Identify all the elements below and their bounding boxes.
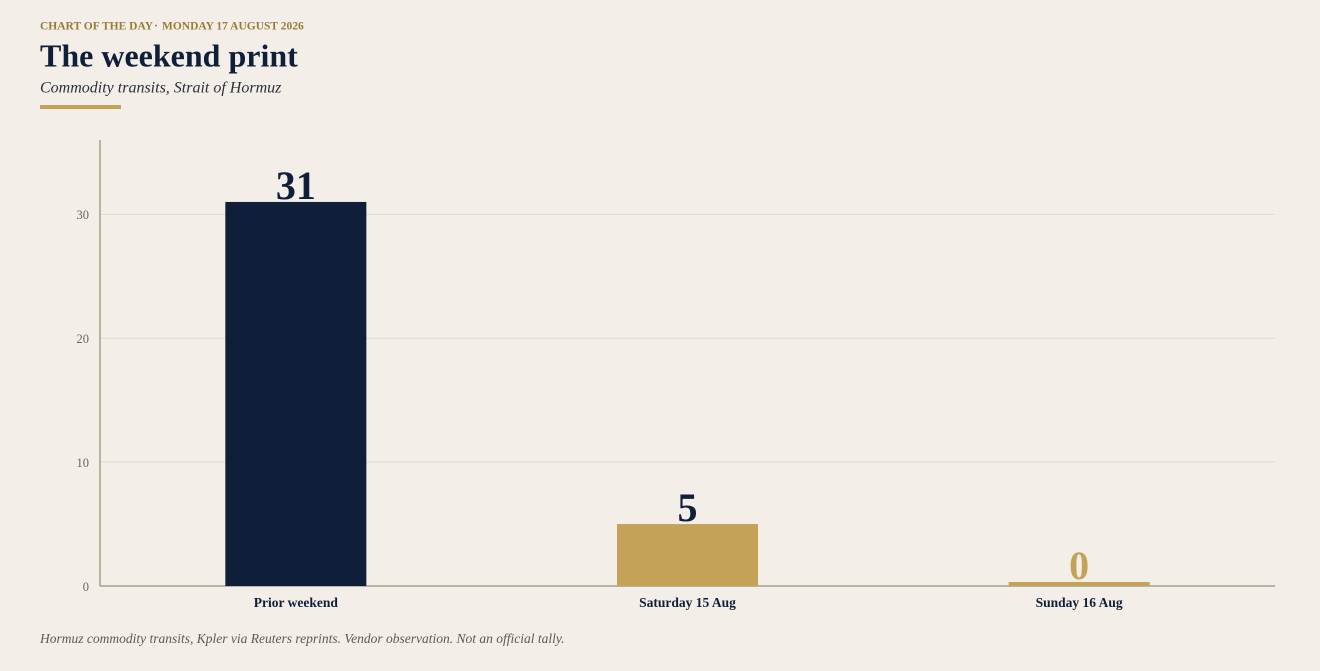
y-tick-label: 20 [77, 332, 90, 346]
x-tick-label: Sunday 16 Aug [1036, 595, 1123, 610]
x-tick-label: Saturday 15 Aug [639, 595, 736, 610]
source-note: Hormuz commodity transits, Kpler via Reu… [39, 631, 564, 646]
value-label: 5 [678, 485, 698, 530]
bar [617, 524, 758, 586]
y-tick-label: 30 [77, 208, 90, 222]
bar [1008, 582, 1150, 586]
date: MONDAY 17 AUGUST 2026 [162, 21, 304, 33]
title-rule [40, 105, 121, 109]
separator: · [154, 21, 158, 33]
y-tick-label: 10 [77, 456, 90, 470]
y-tick-label: 0 [83, 580, 89, 594]
value-label: 31 [276, 163, 316, 208]
x-tick-label: Prior weekend [254, 595, 339, 610]
chart-subtitle: Commodity transits, Strait of Hormuz [40, 80, 282, 97]
bar [225, 201, 367, 586]
kicker: CHART OF THE DAY [40, 21, 154, 33]
value-label: 0 [1069, 543, 1089, 588]
chart-title: The weekend print [40, 37, 298, 73]
